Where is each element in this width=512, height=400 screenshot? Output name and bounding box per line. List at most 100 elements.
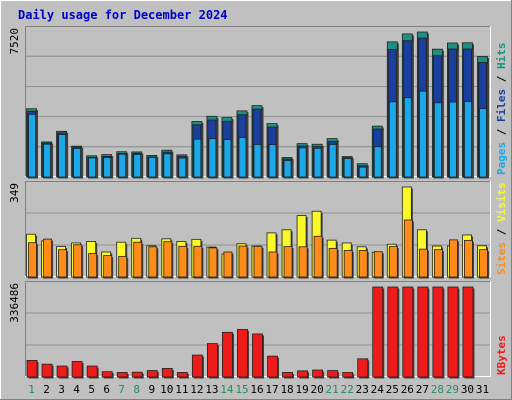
bar-kbytes-day-25-body (387, 286, 399, 378)
bar-kbytes-day-28 (432, 286, 445, 379)
bar-sites-day-6 (103, 255, 114, 279)
bar-sites-day-1-body (28, 242, 37, 278)
bar-kbytes-day-4-body (71, 361, 83, 378)
bar-pages-day-7 (118, 153, 128, 179)
bar-pages-day-15-body (238, 137, 247, 178)
bar-kbytes-day-16 (252, 333, 265, 379)
bar-sites-day-8 (133, 241, 144, 279)
legend-sites: Sites (495, 242, 508, 275)
bar-kbytes-day-27 (417, 286, 430, 379)
bar-kbytes-day-29 (447, 286, 460, 379)
chart-panels: 7520 Pages / Files / Hits 349 Sites / Visit… (8, 26, 508, 379)
bar-sites-day-5-body (88, 253, 98, 278)
panel-kbytes-bars (26, 286, 475, 379)
bar-sites-day-31 (479, 249, 489, 279)
bar-kbytes-day-1-body (26, 360, 38, 378)
bar-sites-day-20 (313, 235, 324, 279)
bar-pages-day-11-body (178, 157, 187, 178)
bar-kbytes-day-15-body (237, 328, 248, 378)
bar-sites-day-6-body (103, 255, 113, 278)
bar-sites-day-13-body (208, 247, 218, 278)
bar-pages-day-8-body (133, 154, 142, 178)
bar-kbytes-day-11 (176, 372, 189, 379)
bar-sites-day-28 (433, 249, 444, 279)
bar-pages-day-13 (208, 138, 218, 179)
bar-pages-day-27-body (418, 90, 427, 178)
bar-pages-day-14 (223, 139, 233, 179)
bar-kbytes-day-22 (342, 372, 355, 379)
bar-pages-day-4 (73, 148, 83, 179)
bar-sites-day-5 (88, 253, 99, 279)
bar-kbytes-day-8 (131, 371, 144, 379)
bar-kbytes-day-12-body (191, 354, 203, 378)
x-label-day-1: 1 (28, 383, 35, 396)
bar-pages-day-12 (193, 138, 203, 179)
bar-pages-day-14-body (223, 139, 232, 178)
bar-kbytes-day-28-body (432, 286, 444, 378)
bar-kbytes-day-6-body (101, 371, 113, 378)
bar-kbytes-day-13-body (206, 343, 218, 378)
bar-kbytes-day-21-body (327, 370, 339, 378)
bar-kbytes-day-27-body (417, 286, 429, 378)
x-label-day-16: 16 (250, 383, 263, 396)
bar-pages-day-29 (449, 101, 458, 179)
bar-sites-day-26 (403, 219, 414, 279)
bar-kbytes-day-11-body (176, 372, 188, 378)
bar-sites-day-12 (193, 245, 204, 279)
bar-pages-day-9 (148, 157, 158, 179)
bar-kbytes-day-6 (101, 371, 114, 379)
bar-kbytes-day-30 (462, 286, 475, 379)
bar-sites-day-27 (418, 248, 429, 279)
x-label-day-19: 19 (295, 383, 308, 396)
bar-kbytes-day-10-body (161, 368, 173, 378)
bar-kbytes-day-12 (191, 354, 204, 379)
bar-pages-day-17 (268, 144, 278, 179)
bar-sites-day-25 (388, 246, 399, 279)
x-label-day-12: 12 (190, 383, 203, 396)
bar-pages-day-15 (238, 137, 248, 179)
bar-kbytes-day-7-body (116, 372, 128, 378)
bar-kbytes-day-16-body (252, 333, 263, 378)
bar-kbytes-day-13 (206, 343, 219, 379)
bar-kbytes-day-18 (282, 372, 295, 379)
bar-sites-day-18-body (283, 246, 293, 278)
bar-pages-day-16 (253, 144, 263, 179)
x-label-day-17: 17 (265, 383, 278, 396)
x-label-day-3: 3 (58, 383, 65, 396)
bar-sites-day-9-body (148, 246, 158, 278)
bar-pages-day-25-body (388, 101, 397, 178)
bar-pages-day-3 (58, 134, 68, 179)
bar-kbytes-day-24-body (372, 286, 384, 378)
bar-pages-day-31 (479, 108, 488, 179)
bar-pages-day-26-body (403, 97, 412, 178)
bar-sites-day-11-body (178, 245, 188, 278)
legend-separator: / (495, 122, 508, 142)
bar-kbytes-day-3 (56, 365, 69, 379)
bar-sites-day-24 (373, 251, 384, 279)
bar-sites-day-3 (58, 249, 69, 279)
panel-visits-sites-bars (26, 186, 489, 279)
bar-sites-day-1 (28, 242, 39, 279)
bar-sites-day-16 (253, 245, 264, 279)
bar-kbytes-day-23-body (357, 358, 369, 378)
bar-sites-day-25-body (388, 246, 398, 278)
bar-pages-day-31-body (479, 108, 487, 178)
x-label-day-30: 30 (461, 383, 474, 396)
bar-kbytes-day-14-body (222, 331, 233, 378)
x-label-day-8: 8 (133, 383, 140, 396)
bar-sites-day-10 (163, 241, 174, 279)
bar-pages-day-23-body (358, 166, 367, 178)
legend-files: Files (495, 89, 508, 122)
bar-kbytes-day-18-body (282, 372, 293, 378)
bar-kbytes-day-24 (372, 286, 385, 379)
bar-kbytes-day-2 (41, 363, 54, 379)
bar-kbytes-day-19-body (297, 370, 309, 378)
bar-pages-day-20 (313, 147, 323, 179)
bar-pages-day-19 (298, 147, 308, 179)
bar-kbytes-day-8-body (131, 371, 143, 378)
bar-pages-day-18-body (283, 160, 292, 178)
bar-pages-day-10 (163, 153, 173, 179)
bar-sites-day-20-body (313, 235, 323, 278)
x-label-day-15: 15 (235, 383, 248, 396)
